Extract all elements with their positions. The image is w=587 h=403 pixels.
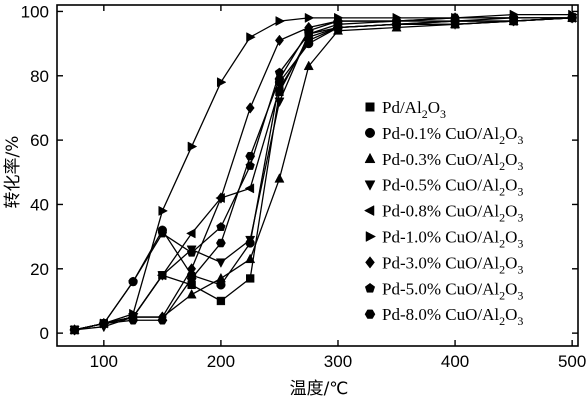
legend-item: Pd-1.0% CuO/Al2O3 xyxy=(365,228,523,251)
data-point xyxy=(274,97,285,108)
legend-item: Pd-8.0% CuO/Al2O3 xyxy=(364,305,523,328)
data-point xyxy=(128,316,138,325)
legend-item: Pd-5.0% CuO/Al2O3 xyxy=(364,279,523,302)
data-point xyxy=(246,274,255,283)
series-pentagon xyxy=(69,12,577,334)
data-point xyxy=(391,16,402,26)
data-point xyxy=(216,77,227,88)
legend-item: Pd-0.3% CuO/Al2O3 xyxy=(364,150,523,173)
legend-label: Pd-0.1% CuO/Al2O3 xyxy=(382,124,523,147)
plot-frame xyxy=(56,4,579,347)
data-point xyxy=(157,228,168,238)
data-point xyxy=(215,258,226,268)
data-point xyxy=(333,16,343,26)
data-point xyxy=(186,274,197,283)
legend-marker xyxy=(364,282,376,293)
legend-label: Pd-0.3% CuO/Al2O3 xyxy=(382,150,523,173)
y-tick-label: 0 xyxy=(40,324,49,343)
y-tick-label: 100 xyxy=(21,2,49,21)
data-point xyxy=(245,102,255,114)
data-point xyxy=(567,13,578,23)
legend: Pd/Al2O3 Pd-0.1% CuO/Al2O3 Pd-0.3% CuO/Al2… xyxy=(363,98,523,328)
data-point xyxy=(274,74,285,84)
series-triangle-up xyxy=(69,12,578,334)
data-point xyxy=(215,272,226,283)
data-point xyxy=(245,235,256,246)
data-point xyxy=(187,263,197,275)
data-point xyxy=(157,316,168,325)
x-axis-title: 温度/℃ xyxy=(290,379,349,399)
data-point xyxy=(303,60,314,71)
legend-label: Pd-1.0% CuO/Al2O3 xyxy=(382,228,523,251)
x-tick-label: 200 xyxy=(207,352,235,371)
data-point xyxy=(273,83,284,94)
data-point xyxy=(186,228,196,239)
legend-marker xyxy=(365,231,377,242)
legend-item: Pd/Al2O3 xyxy=(365,98,446,121)
legend-label: Pd-8.0% CuO/Al2O3 xyxy=(382,305,523,328)
legend-item: Pd-0.1% CuO/Al2O3 xyxy=(365,124,523,147)
series-triangle-left xyxy=(68,12,577,335)
series-diamond xyxy=(70,12,577,336)
x-tick-label: 300 xyxy=(324,352,352,371)
axes: 100 200 300 400 500 0 20 40 60 80 100 xyxy=(21,2,587,371)
y-tick-label: 60 xyxy=(30,131,49,150)
series-hexagon xyxy=(69,13,578,335)
series-circle xyxy=(69,13,577,335)
x-tick-label: 100 xyxy=(90,352,118,371)
data-point xyxy=(187,141,198,152)
series-square xyxy=(70,13,577,335)
data-point xyxy=(156,270,167,281)
legend-item: Pd-0.8% CuO/Al2O3 xyxy=(363,202,523,225)
legend-label: Pd-0.5% CuO/Al2O3 xyxy=(382,176,523,199)
data-point xyxy=(186,247,197,257)
legend-marker xyxy=(365,102,375,112)
data-point xyxy=(245,151,256,161)
series-lines xyxy=(68,9,578,336)
legend-item: Pd-3.0% CuO/Al2O3 xyxy=(365,253,523,276)
legend-marker xyxy=(364,309,376,319)
legend-label: Pd-5.0% CuO/Al2O3 xyxy=(382,279,523,302)
legend-label: Pd-0.8% CuO/Al2O3 xyxy=(382,202,523,225)
data-point xyxy=(246,32,256,43)
legend-label: Pd/Al2O3 xyxy=(382,98,446,121)
legend-marker xyxy=(363,205,375,217)
y-tick-label: 40 xyxy=(30,195,49,214)
y-tick-label: 20 xyxy=(30,260,49,279)
legend-label: Pd-3.0% CuO/Al2O3 xyxy=(382,253,523,276)
y-tick-label: 80 xyxy=(30,67,49,86)
data-point xyxy=(244,183,255,194)
data-point xyxy=(158,205,168,216)
data-point xyxy=(450,13,460,23)
legend-marker xyxy=(365,256,375,269)
data-point xyxy=(98,319,109,328)
data-point xyxy=(304,12,315,23)
data-point xyxy=(303,35,313,46)
data-point xyxy=(508,13,519,23)
series-triangle-down xyxy=(69,13,578,336)
data-point xyxy=(275,16,286,27)
data-point xyxy=(69,325,80,335)
data-point xyxy=(274,173,285,183)
data-point xyxy=(186,288,197,299)
data-point xyxy=(216,296,226,306)
legend-marker xyxy=(364,152,376,164)
x-tick-label: 400 xyxy=(441,352,469,371)
data-point xyxy=(216,222,226,231)
data-point xyxy=(303,26,314,35)
data-point xyxy=(274,34,284,47)
data-point xyxy=(216,192,226,204)
legend-marker xyxy=(364,180,376,191)
y-axis-title: 转化率/% xyxy=(3,136,23,209)
legend-item: Pd-0.5% CuO/Al2O3 xyxy=(364,176,523,199)
data-point xyxy=(216,238,226,248)
data-point xyxy=(245,253,256,264)
data-point xyxy=(128,276,138,286)
x-tick-label: 500 xyxy=(558,352,586,371)
legend-marker xyxy=(365,127,375,138)
